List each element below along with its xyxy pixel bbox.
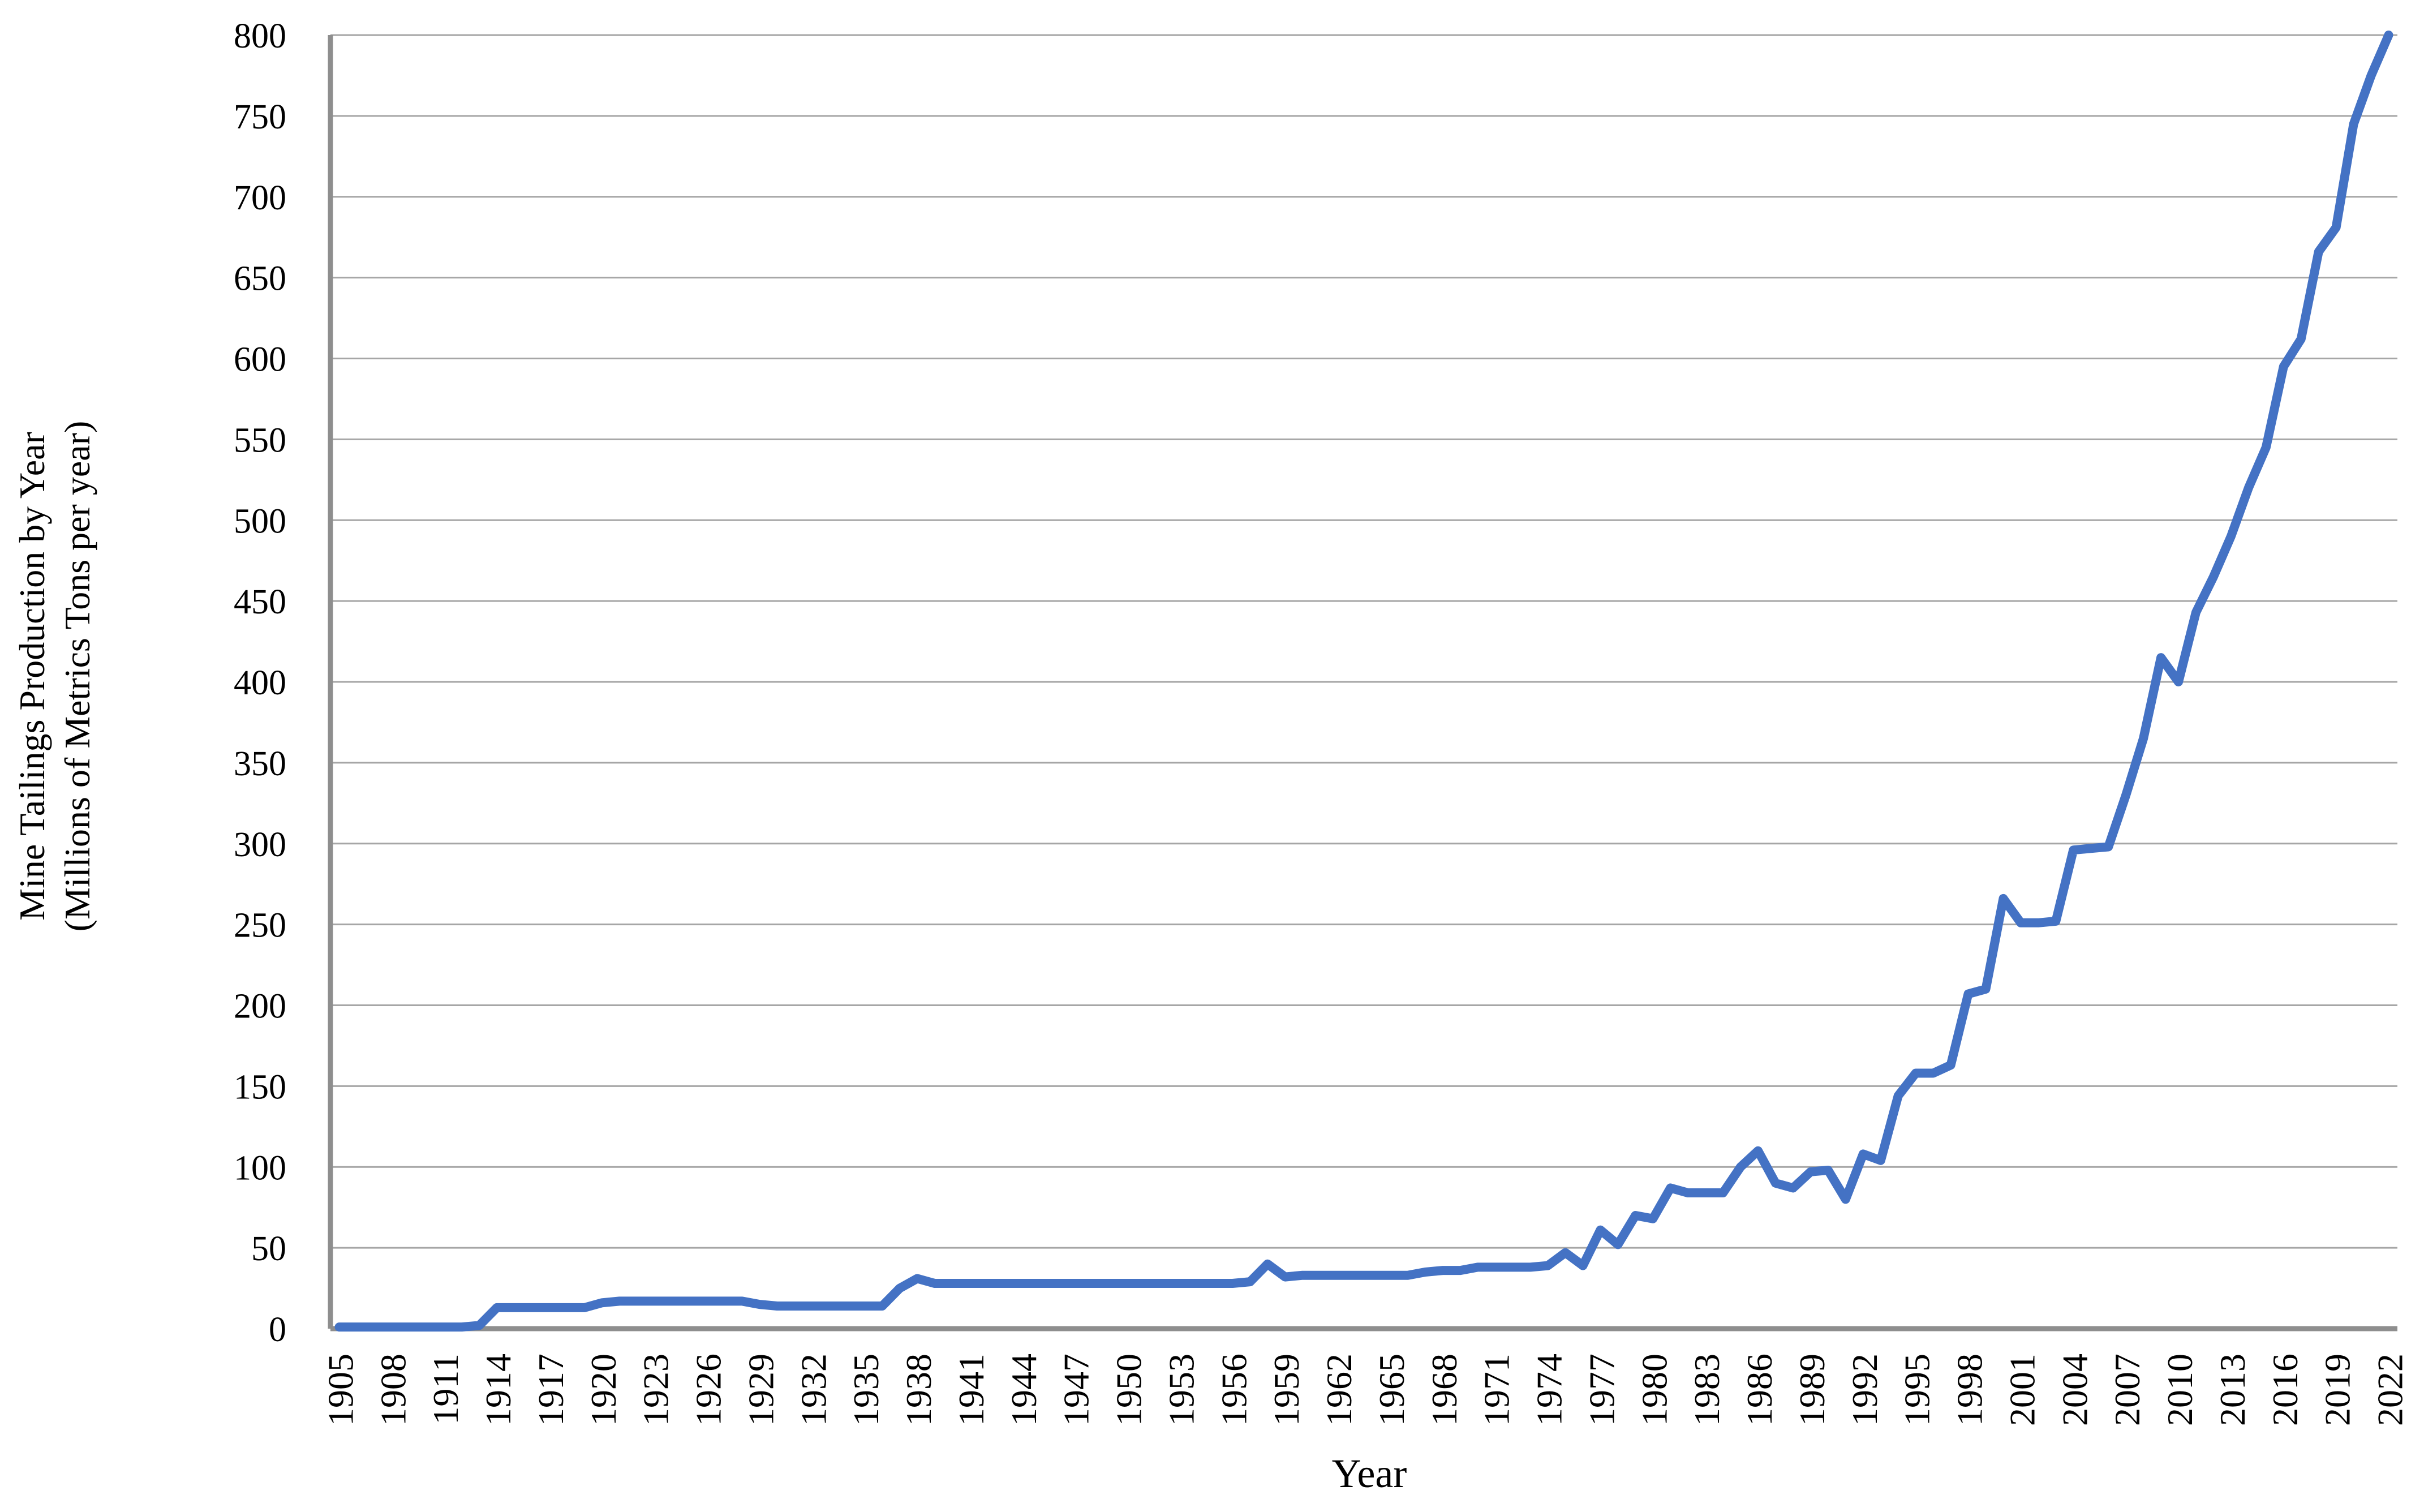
x-tick-label: 1959 xyxy=(1266,1354,1306,1426)
x-tick-label: 1923 xyxy=(636,1354,676,1426)
y-tick-label: 350 xyxy=(234,745,286,783)
x-tick-label: 1920 xyxy=(583,1354,624,1426)
y-axis-title-line2: (Millions of Metrics Tons per year) xyxy=(57,421,97,932)
x-tick-label: 2013 xyxy=(2212,1354,2253,1426)
x-tick-label: 1905 xyxy=(320,1354,360,1426)
x-tick-label: 2007 xyxy=(2107,1354,2147,1426)
x-tick-label: 1980 xyxy=(1634,1354,1674,1426)
x-tick-label: 1965 xyxy=(1372,1354,1412,1426)
y-axis-tick-labels: 0 50 100 150 200 250 300 350 400 450 500 550 600 650 7… xyxy=(234,17,286,1349)
x-tick-label: 2016 xyxy=(2265,1354,2305,1426)
y-tick-label: 700 xyxy=(234,179,286,217)
y-tick-label: 150 xyxy=(234,1068,286,1106)
y-tick-label: 750 xyxy=(234,98,286,136)
x-tick-label: 1953 xyxy=(1161,1354,1201,1426)
x-tick-label: 1941 xyxy=(951,1354,991,1426)
x-tick-label: 2010 xyxy=(2160,1354,2200,1426)
y-tick-label: 450 xyxy=(234,583,286,621)
y-tick-label: 650 xyxy=(234,260,286,298)
y-tick-label: 300 xyxy=(234,826,286,864)
x-tick-label: 1974 xyxy=(1529,1354,1570,1426)
y-axis-title-line1: Mine Tailings Production by Year xyxy=(12,432,52,921)
x-tick-label: 1977 xyxy=(1581,1354,1622,1426)
x-tick-label: 1992 xyxy=(1845,1354,1885,1426)
data-line-series xyxy=(334,31,2393,1332)
x-tick-label: 1935 xyxy=(846,1354,886,1426)
axes xyxy=(328,35,2397,1331)
y-tick-label: 800 xyxy=(234,17,286,55)
x-tick-label: 2004 xyxy=(2055,1354,2095,1426)
x-tick-label: 1986 xyxy=(1739,1354,1780,1426)
x-tick-label: 1995 xyxy=(1897,1354,1937,1426)
x-tick-label: 1950 xyxy=(1109,1354,1149,1426)
x-tick-label: 2019 xyxy=(2318,1354,2358,1426)
x-tick-label: 1908 xyxy=(373,1354,413,1426)
y-tick-label: 50 xyxy=(251,1230,286,1268)
x-tick-label: 1914 xyxy=(478,1354,518,1426)
x-tick-label: 1983 xyxy=(1687,1354,1727,1426)
y-tick-label: 550 xyxy=(234,421,286,459)
x-tick-label: 1998 xyxy=(1950,1354,1990,1426)
x-tick-label: 1911 xyxy=(426,1354,466,1425)
x-tick-label: 1917 xyxy=(531,1354,571,1426)
x-tick-label: 1968 xyxy=(1424,1354,1464,1426)
y-tick-label: 250 xyxy=(234,907,286,945)
x-tick-label: 1947 xyxy=(1056,1354,1097,1426)
y-tick-label: 600 xyxy=(234,341,286,379)
x-tick-label: 1989 xyxy=(1792,1354,1832,1426)
x-tick-label: 1956 xyxy=(1214,1354,1254,1426)
x-tick-label: 1929 xyxy=(741,1354,781,1426)
x-tick-label: 2001 xyxy=(2002,1354,2042,1426)
x-tick-label: 1926 xyxy=(689,1354,729,1426)
x-tick-label: 2022 xyxy=(2370,1354,2410,1426)
y-tick-label: 0 xyxy=(269,1311,286,1349)
x-axis-tick-labels: 1905 1908 1911 1914 1917 1920 1923 1926 1929 1932… xyxy=(320,1354,2410,1426)
x-tick-label: 1944 xyxy=(1004,1354,1044,1426)
y-tick-label: 200 xyxy=(234,987,286,1026)
y-tick-label: 100 xyxy=(234,1149,286,1187)
gridlines xyxy=(330,34,2397,1249)
x-tick-label: 1938 xyxy=(899,1354,939,1426)
x-tick-label: 1962 xyxy=(1319,1354,1359,1426)
x-axis-title: Year xyxy=(1332,1451,1407,1496)
y-tick-label: 400 xyxy=(234,664,286,702)
x-tick-label: 1932 xyxy=(793,1354,833,1426)
y-tick-label: 500 xyxy=(234,502,286,540)
x-tick-label: 1971 xyxy=(1477,1354,1517,1426)
